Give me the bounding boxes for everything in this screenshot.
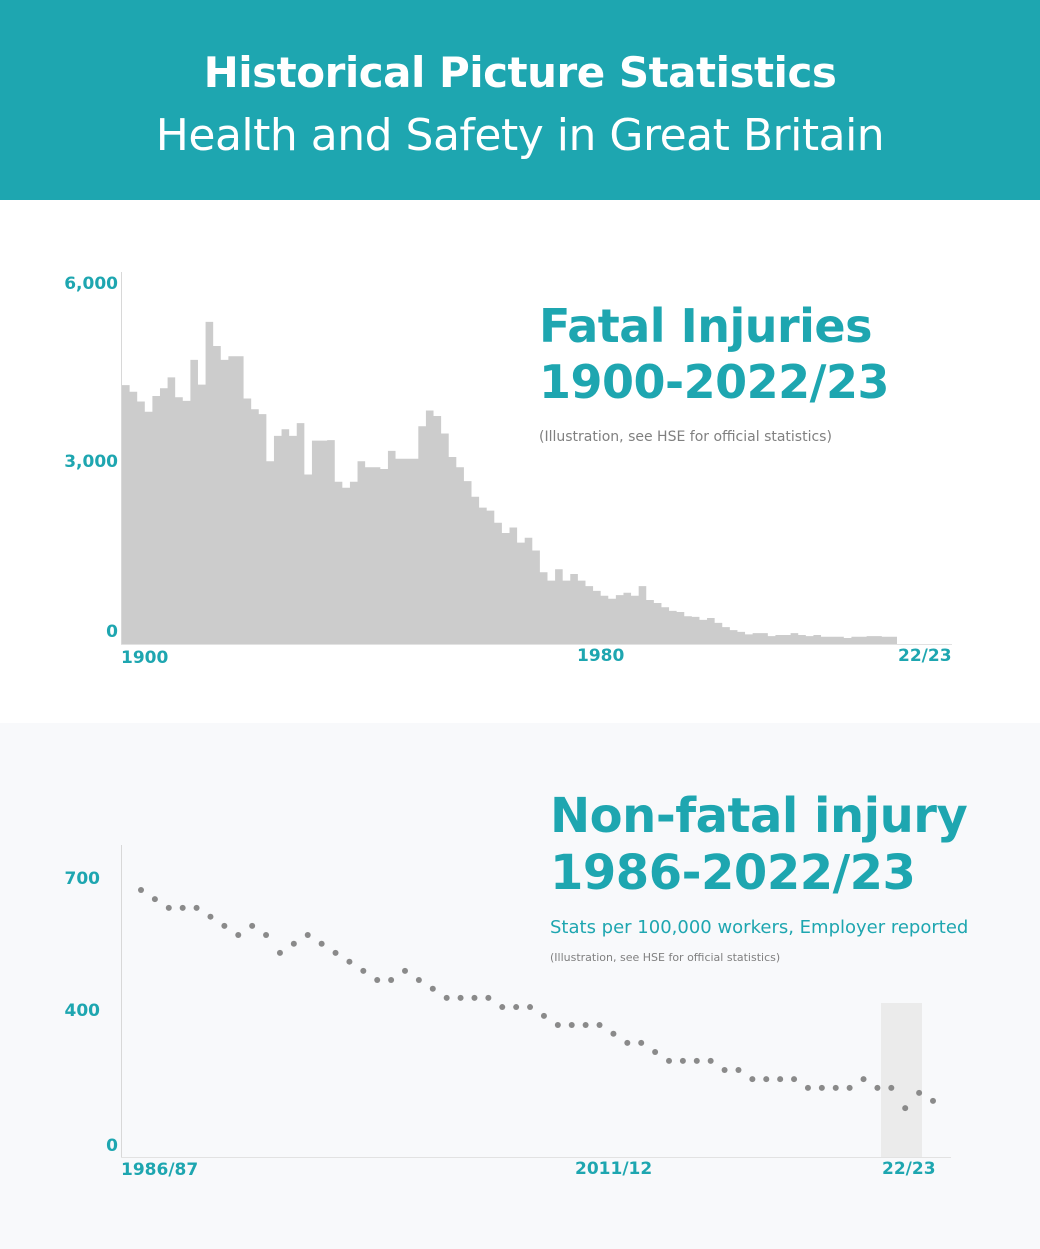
- fatal-y-tick-3000: 3,000: [64, 452, 118, 472]
- nonfatal-y-tick-0: 0: [106, 1136, 118, 1156]
- nonfatal-y-tick-400: 400: [64, 1001, 101, 1021]
- latest-period-highlight: [881, 1003, 922, 1157]
- fatal-x-tick-1980: 1980: [577, 646, 625, 666]
- header-banner: Historical Picture Statistics Health and…: [0, 0, 1040, 200]
- fatal-title-line1: Fatal Injuries: [539, 299, 872, 353]
- fatal-injuries-bar-chart: [121, 272, 952, 645]
- nonfatal-note: (Illustration, see HSE for official stat…: [550, 951, 781, 964]
- page-title: Historical Picture Statistics: [203, 48, 837, 97]
- fatal-title-line2: 1900-2022/23: [539, 355, 889, 409]
- nonfatal-y-tick-700: 700: [64, 869, 101, 889]
- nonfatal-chart-title: Non-fatal injury 1986-2022/23: [550, 788, 968, 902]
- nonfatal-x-tick-2011: 2011/12: [575, 1159, 653, 1179]
- nonfatal-x-tick-1986: 1986/87: [121, 1160, 199, 1180]
- fatal-chart-title: Fatal Injuries 1900-2022/23: [539, 298, 889, 410]
- fatal-y-tick-0: 0: [106, 622, 118, 642]
- page-subtitle: Health and Safety in Great Britain: [155, 110, 885, 161]
- nonfatal-subtitle: Stats per 100,000 workers, Employer repo…: [550, 917, 969, 938]
- fatal-x-tick-2223: 22/23: [898, 646, 952, 666]
- nonfatal-x-tick-2223: 22/23: [882, 1159, 936, 1179]
- nonfatal-title-line2: 1986-2022/23: [550, 845, 916, 901]
- fatal-note: (Illustration, see HSE for official stat…: [539, 429, 832, 445]
- fatal-x-tick-1900: 1900: [121, 648, 169, 668]
- fatal-y-tick-6000: 6,000: [64, 274, 118, 294]
- nonfatal-injury-section: [0, 723, 1040, 1249]
- nonfatal-title-line1: Non-fatal injury: [550, 788, 968, 844]
